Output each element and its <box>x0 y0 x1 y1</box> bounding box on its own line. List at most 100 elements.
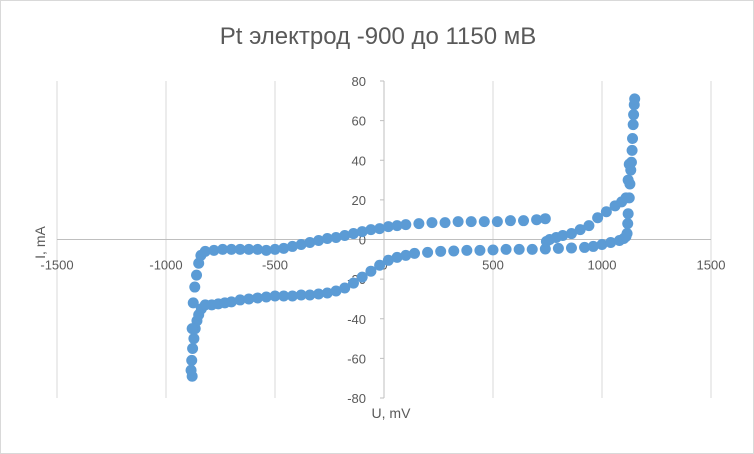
data-point <box>374 259 386 271</box>
y-tick-label: 20 <box>352 193 366 208</box>
data-point <box>605 236 617 248</box>
data-point <box>185 364 197 376</box>
x-tick-label: 1000 <box>588 258 617 273</box>
data-point <box>321 233 333 245</box>
data-point <box>269 290 281 302</box>
x-tick-label: -1000 <box>149 258 182 273</box>
data-point <box>269 243 281 255</box>
y-axis-label: I, mA <box>32 226 48 259</box>
data-point <box>448 245 460 257</box>
data-point <box>313 234 325 246</box>
data-point <box>187 342 199 354</box>
data-point <box>426 217 438 229</box>
data-point <box>422 246 434 258</box>
y-tick-label: -40 <box>347 312 366 327</box>
data-point <box>243 243 255 255</box>
data-point <box>474 244 486 256</box>
data-point <box>186 323 198 335</box>
y-tick-label: -60 <box>347 351 366 366</box>
y-tick-label: 80 <box>352 74 366 89</box>
data-point <box>189 281 201 293</box>
data-point <box>627 132 639 144</box>
data-point <box>478 216 490 228</box>
data-point <box>626 144 638 156</box>
data-point <box>374 223 386 235</box>
data-point <box>622 218 634 230</box>
data-point <box>321 287 333 299</box>
data-point <box>629 93 641 105</box>
data-point <box>600 206 612 218</box>
data-point <box>513 243 525 255</box>
data-point <box>531 214 543 226</box>
data-point <box>252 292 264 304</box>
data-point <box>365 224 377 236</box>
data-point <box>623 158 635 170</box>
data-point <box>565 242 577 254</box>
y-tick-label: 0 <box>359 233 366 248</box>
chart-title: Pt электрод -900 до 1150 мВ <box>219 23 537 50</box>
data-point <box>208 244 220 256</box>
data-point <box>409 247 421 259</box>
x-tick-label: 1500 <box>697 258 726 273</box>
data-point <box>435 245 447 257</box>
data-point <box>365 265 377 277</box>
y-tick-label: 40 <box>352 153 366 168</box>
data-point <box>286 290 298 302</box>
data-point <box>347 228 359 240</box>
data-point <box>452 216 464 228</box>
data-point <box>557 230 569 242</box>
data-point <box>465 216 477 228</box>
data-point <box>491 216 503 228</box>
data-point <box>461 244 473 256</box>
data-point <box>260 244 272 256</box>
data-point <box>217 243 229 255</box>
data-point <box>382 221 394 233</box>
data-point <box>234 243 246 255</box>
data-point <box>574 224 586 236</box>
data-point <box>330 285 342 297</box>
data-point <box>339 230 351 242</box>
data-point <box>526 243 538 255</box>
y-tick-label: 60 <box>352 114 366 129</box>
data-point <box>622 208 634 220</box>
x-tick-label: 500 <box>482 258 504 273</box>
data-point <box>621 228 633 240</box>
data-point <box>278 242 290 254</box>
data-point <box>413 218 425 230</box>
data-point <box>286 240 298 252</box>
data-points <box>185 93 641 382</box>
data-point <box>504 215 516 227</box>
data-point <box>382 254 394 266</box>
data-point <box>552 242 564 254</box>
data-point <box>583 220 595 232</box>
data-point <box>252 243 264 255</box>
data-point <box>304 236 316 248</box>
data-point <box>587 240 599 252</box>
data-point <box>188 333 200 345</box>
data-point <box>439 217 451 229</box>
data-point <box>391 251 403 263</box>
data-point <box>500 243 512 255</box>
data-point <box>622 174 634 186</box>
data-point <box>243 293 255 305</box>
data-point <box>539 213 551 225</box>
data-point <box>199 245 211 257</box>
data-point <box>225 243 237 255</box>
data-point <box>391 220 403 232</box>
data-point <box>518 215 530 227</box>
y-tick-label: -80 <box>347 391 366 406</box>
data-point <box>295 238 307 250</box>
data-point <box>592 212 604 224</box>
data-point <box>356 226 368 238</box>
data-point <box>234 294 246 306</box>
x-tick-label: -1500 <box>40 258 73 273</box>
data-point <box>313 288 325 300</box>
data-point <box>191 269 203 281</box>
data-point <box>278 290 290 302</box>
data-point <box>565 228 577 240</box>
data-point <box>400 249 412 261</box>
data-point <box>356 271 368 283</box>
x-tick-label: -500 <box>262 258 288 273</box>
